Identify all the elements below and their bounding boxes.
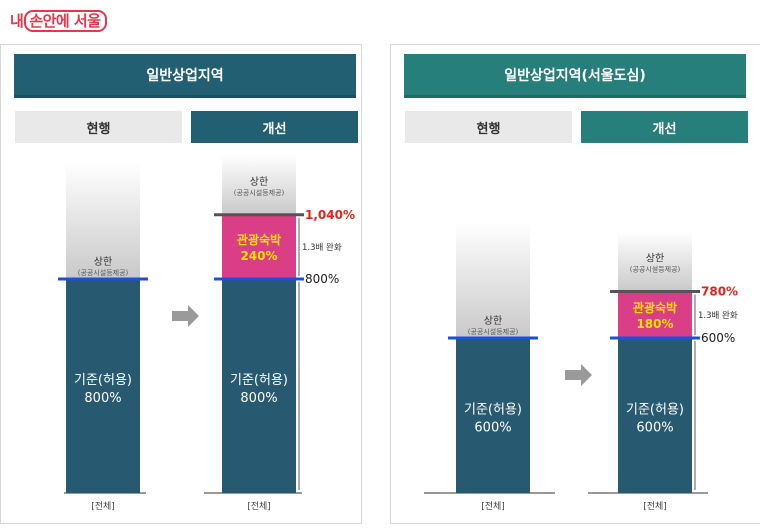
bar-bonus-improved bbox=[618, 291, 692, 338]
x-caption-improved: [전체] bbox=[247, 501, 271, 512]
total-value-label: 1,040% bbox=[305, 208, 355, 222]
upper-label: 상한 bbox=[484, 315, 502, 327]
panel-title: 일반상업지역 bbox=[14, 54, 356, 98]
tab-improved: 개선 bbox=[581, 111, 748, 143]
upper-sub-label: (공공시설등제공) bbox=[78, 269, 129, 277]
tab-improved: 개선 bbox=[191, 111, 358, 143]
right-arrow-icon bbox=[565, 364, 592, 386]
upper-label: 상한 bbox=[646, 253, 664, 265]
bar-bonus-value: 180% bbox=[636, 317, 673, 331]
panel-downtown: 일반상업지역(서울도심) 현행 개선 bbox=[390, 44, 760, 524]
upper-sub-label: (공공시설등제공) bbox=[468, 328, 519, 336]
x-caption-current: [전체] bbox=[91, 501, 115, 512]
bar-base-improved bbox=[618, 338, 692, 493]
logo-text-2: 손안에 서울 bbox=[24, 10, 107, 32]
upper-limit-area bbox=[66, 163, 140, 279]
panel-title: 일반상업지역(서울도심) bbox=[404, 54, 746, 98]
upper-limit-area bbox=[618, 231, 692, 292]
bar-base-current bbox=[66, 279, 140, 493]
bar-base-current bbox=[456, 338, 530, 493]
tab-current: 현행 bbox=[405, 111, 572, 143]
logo-text-1: 내 bbox=[10, 12, 24, 30]
bar-bonus-label: 관광숙박 bbox=[237, 232, 281, 247]
relax-label: 1.3배 완화 bbox=[698, 311, 738, 321]
bar-bonus-value: 240% bbox=[240, 249, 277, 263]
upper-label: 상한 bbox=[94, 256, 112, 268]
seoul-logo: 내 손안에 서울 bbox=[10, 10, 107, 32]
bar-bonus-improved bbox=[222, 214, 296, 279]
upper-limit-area bbox=[222, 154, 296, 215]
x-caption-current: [전체] bbox=[481, 501, 505, 512]
bar-base-value: 600% bbox=[636, 421, 673, 436]
tab-current: 현행 bbox=[15, 111, 182, 143]
bar-base-label: 기준(허용) bbox=[464, 403, 522, 418]
bar-base-value: 800% bbox=[84, 391, 121, 406]
total-value-label: 780% bbox=[701, 285, 738, 299]
upper-sub-label: (공공시설등제공) bbox=[630, 266, 681, 274]
upper-label: 상한 bbox=[250, 176, 268, 188]
base-pct-label: 800% bbox=[305, 272, 339, 286]
x-caption-improved: [전체] bbox=[643, 501, 667, 512]
bar-base-improved bbox=[222, 279, 296, 493]
bar-base-label: 기준(허용) bbox=[74, 373, 132, 388]
bar-base-label: 기준(허용) bbox=[626, 403, 684, 418]
base-pct-label: 600% bbox=[701, 331, 735, 345]
bar-bonus-label: 관광숙박 bbox=[633, 300, 677, 315]
bar-base-value: 800% bbox=[240, 391, 277, 406]
bar-base-value: 600% bbox=[474, 421, 511, 436]
right-arrow-icon bbox=[172, 305, 199, 327]
upper-sub-label: (공공시설등제공) bbox=[234, 189, 285, 197]
upper-limit-area bbox=[456, 222, 530, 338]
relax-label: 1.3배 완화 bbox=[302, 243, 342, 253]
panel-general: 일반상업지역 현행 개선 bbox=[0, 44, 362, 524]
bar-base-label: 기준(허용) bbox=[230, 373, 288, 388]
